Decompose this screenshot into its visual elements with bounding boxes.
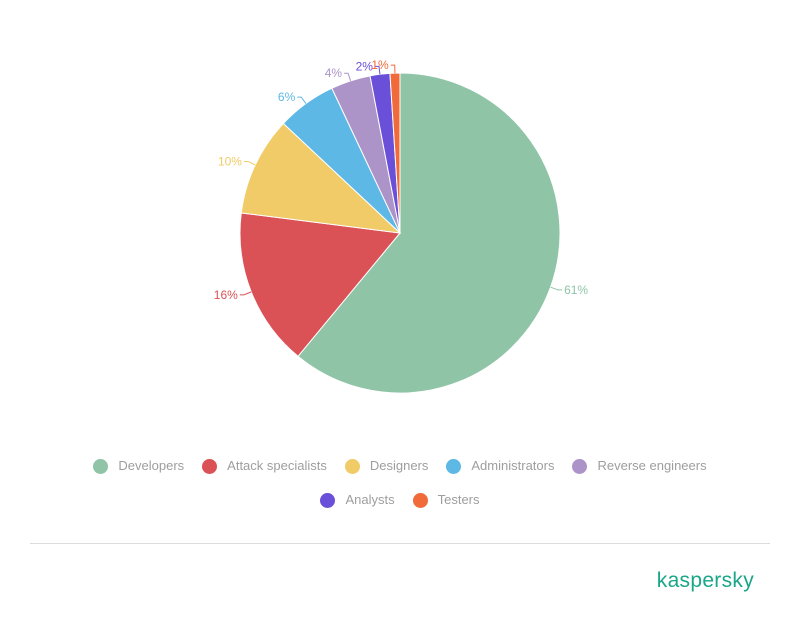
legend-label: Reverse engineers bbox=[597, 458, 707, 473]
pie-label-testers: 1% bbox=[371, 58, 389, 72]
pie-label-administrators: 6% bbox=[278, 90, 296, 104]
legend-label: Testers bbox=[437, 492, 480, 507]
pie-label-connector-analysts bbox=[374, 65, 381, 75]
legend-dot-icon bbox=[320, 492, 336, 508]
pie-label-connector-designers bbox=[243, 160, 256, 166]
pie-slice-developers bbox=[297, 72, 561, 394]
legend-dot-icon bbox=[572, 458, 588, 474]
chart-legend: Developers Attack specialists Designers Adm… bbox=[40, 458, 760, 508]
pie-label-connector-testers bbox=[390, 64, 396, 74]
pie-label-connector-reverse-engineers bbox=[344, 72, 352, 81]
pie-label-designers: 10% bbox=[218, 154, 242, 168]
pie-label-connector-administrators bbox=[297, 96, 307, 104]
pie-label-attack-specialists: 16% bbox=[214, 288, 238, 302]
kaspersky-logo: kaspersky bbox=[656, 569, 754, 592]
legend-label: Developers bbox=[118, 458, 185, 473]
footer-divider bbox=[30, 543, 770, 544]
pie-slice-designers bbox=[240, 122, 402, 234]
pie-label-connector-developers bbox=[550, 286, 563, 291]
legend-item-administrators: Administrators bbox=[446, 458, 554, 474]
legend-label: Administrators bbox=[471, 458, 555, 473]
legend-label: Designers bbox=[369, 458, 429, 473]
legend-dot-icon bbox=[344, 458, 360, 474]
legend-item-attack-specialists: Attack specialists bbox=[202, 458, 327, 474]
pie-label-reverse-engineers: 4% bbox=[325, 66, 343, 80]
legend-item-testers: Testers bbox=[412, 492, 480, 508]
pie-label-analysts: 2% bbox=[356, 59, 374, 73]
legend-item-developers: Developers bbox=[93, 458, 184, 474]
legend-label: Analysts bbox=[345, 492, 395, 507]
legend-dot-icon bbox=[412, 492, 428, 508]
pie-label-connector-attack-specialists bbox=[239, 291, 252, 296]
legend-label: Attack specialists bbox=[227, 458, 327, 473]
legend-item-reverse-engineers: Reverse engineers bbox=[572, 458, 707, 474]
pie-label-developers: 61% bbox=[564, 283, 588, 297]
legend-dot-icon bbox=[446, 458, 462, 474]
pie-slice-attack-specialists bbox=[239, 212, 401, 357]
legend-dot-icon bbox=[93, 458, 109, 474]
legend-dot-icon bbox=[202, 458, 218, 474]
pie-slice-testers bbox=[389, 72, 401, 234]
legend-item-analysts: Analysts bbox=[320, 492, 395, 508]
legend-item-designers: Designers bbox=[344, 458, 429, 474]
